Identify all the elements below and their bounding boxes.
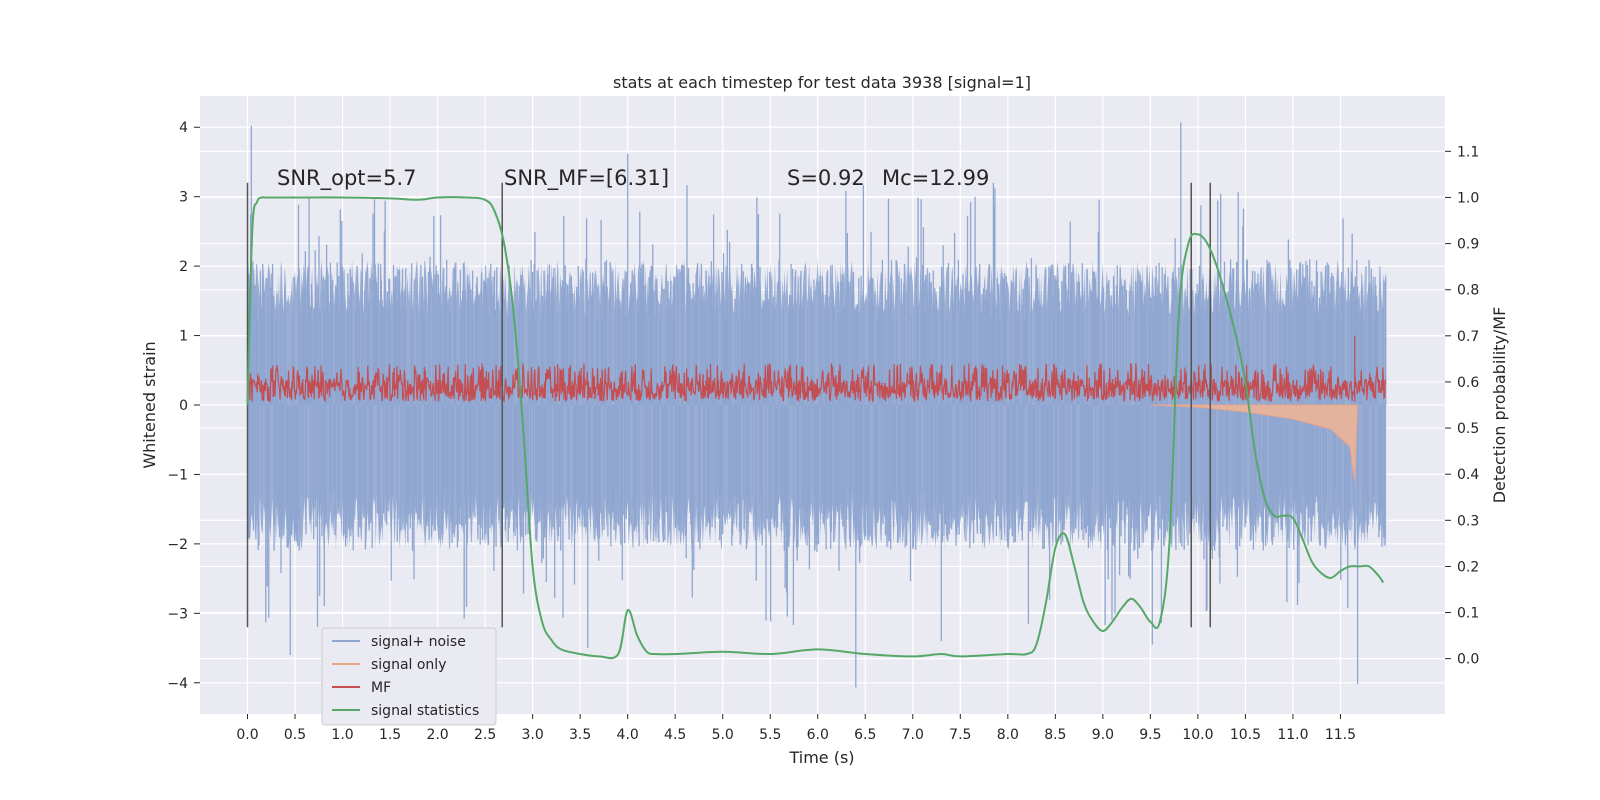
x-tick-label: 9.0 <box>1092 727 1114 743</box>
mf-line <box>246 335 1387 404</box>
y2-tick-label: 0.2 <box>1457 559 1479 575</box>
annotation-mc-value: Mc=12.99 <box>882 166 989 190</box>
x-tick-label: 10.5 <box>1230 727 1261 743</box>
x-tick-label: 5.5 <box>759 727 781 743</box>
x-tick-label: 5.0 <box>712 727 734 743</box>
chart-title: stats at each timestep for test data 393… <box>613 73 1031 92</box>
y2-tick-label: 0.9 <box>1457 237 1479 253</box>
y-tick-label: −3 <box>167 606 188 622</box>
x-tick-label: 3.0 <box>522 727 544 743</box>
signal-statistics-line <box>246 196 1385 660</box>
x-tick-label: 0.5 <box>284 727 306 743</box>
y2-tick-label: 0.4 <box>1457 467 1479 483</box>
x-tick-label: 11.5 <box>1325 727 1356 743</box>
legend-box <box>321 627 497 726</box>
x-tick-label: 4.5 <box>664 727 686 743</box>
x-tick-label: 6.5 <box>854 727 876 743</box>
annotation-snr-opt: SNR_opt=5.7 <box>277 166 417 191</box>
y2-tick-label: 0.7 <box>1457 329 1479 345</box>
y2-tick-label: 1.1 <box>1457 144 1479 160</box>
annotation-s-value: S=0.92 <box>787 166 865 190</box>
y2-tick-label: 0.5 <box>1457 421 1479 437</box>
y-tick-label: 3 <box>179 190 188 206</box>
legend: signal+ noise signal only MF signal stat… <box>321 627 497 726</box>
x-tick-label: 2.0 <box>426 727 448 743</box>
x-tick-label: 1.0 <box>331 727 353 743</box>
x-tick-label: 7.5 <box>949 727 971 743</box>
y-tick-label: 1 <box>179 329 188 345</box>
x-axis-label: Time (s) <box>788 748 854 767</box>
x-tick-label: 11.0 <box>1277 727 1308 743</box>
x-tick-label: 10.0 <box>1182 727 1213 743</box>
y-tick-label: 0 <box>179 398 188 414</box>
annotation-snr-mf: SNR_MF=[6.31] <box>504 166 669 191</box>
x-tick-label: 3.5 <box>569 727 591 743</box>
x-tick-label: 0.0 <box>236 727 258 743</box>
x-tick-label: 1.5 <box>379 727 401 743</box>
x-tick-label: 8.0 <box>997 727 1019 743</box>
y2-tick-label: 0.6 <box>1457 375 1479 391</box>
y2-tick-label: 0.8 <box>1457 283 1479 299</box>
x-tick-label: 4.0 <box>617 727 639 743</box>
legend-label-signal-statistics: signal statistics <box>371 703 479 719</box>
x-tick-label: 6.0 <box>807 727 829 743</box>
y2-tick-label: 1.0 <box>1457 190 1479 206</box>
x-tick-label: 7.0 <box>902 727 924 743</box>
y2-tick-label: 0.0 <box>1457 652 1479 668</box>
x-tick-label: 8.5 <box>1044 727 1066 743</box>
y-tick-label: −1 <box>167 467 188 483</box>
y-tick-label: 2 <box>179 259 188 275</box>
y2-tick-label: 0.1 <box>1457 606 1479 622</box>
y2-axis-label: Detection probability/MF <box>1490 307 1509 504</box>
y2-tick-label: 0.3 <box>1457 513 1479 529</box>
y-tick-label: −4 <box>167 676 188 692</box>
annotations: SNR_opt=5.7 SNR_MF=[6.31] S=0.92 Mc=12.9… <box>277 166 989 191</box>
legend-label-signal-only: signal only <box>371 657 446 673</box>
y-axis-label: Whitened strain <box>140 341 159 468</box>
ticks: 0.0 0.5 1.0 1.5 2.0 2.5 3.0 3.5 4.0 4.5 5.0 5.5 6.0 6… <box>167 120 1479 743</box>
x-tick-label: 9.5 <box>1139 727 1161 743</box>
y-tick-label: 4 <box>179 120 188 136</box>
legend-label-mf: MF <box>371 680 391 696</box>
legend-label-signal-noise: signal+ noise <box>371 634 466 650</box>
plot-content <box>246 122 1387 688</box>
x-tick-label: 2.5 <box>474 727 496 743</box>
y-tick-label: −2 <box>167 537 188 553</box>
